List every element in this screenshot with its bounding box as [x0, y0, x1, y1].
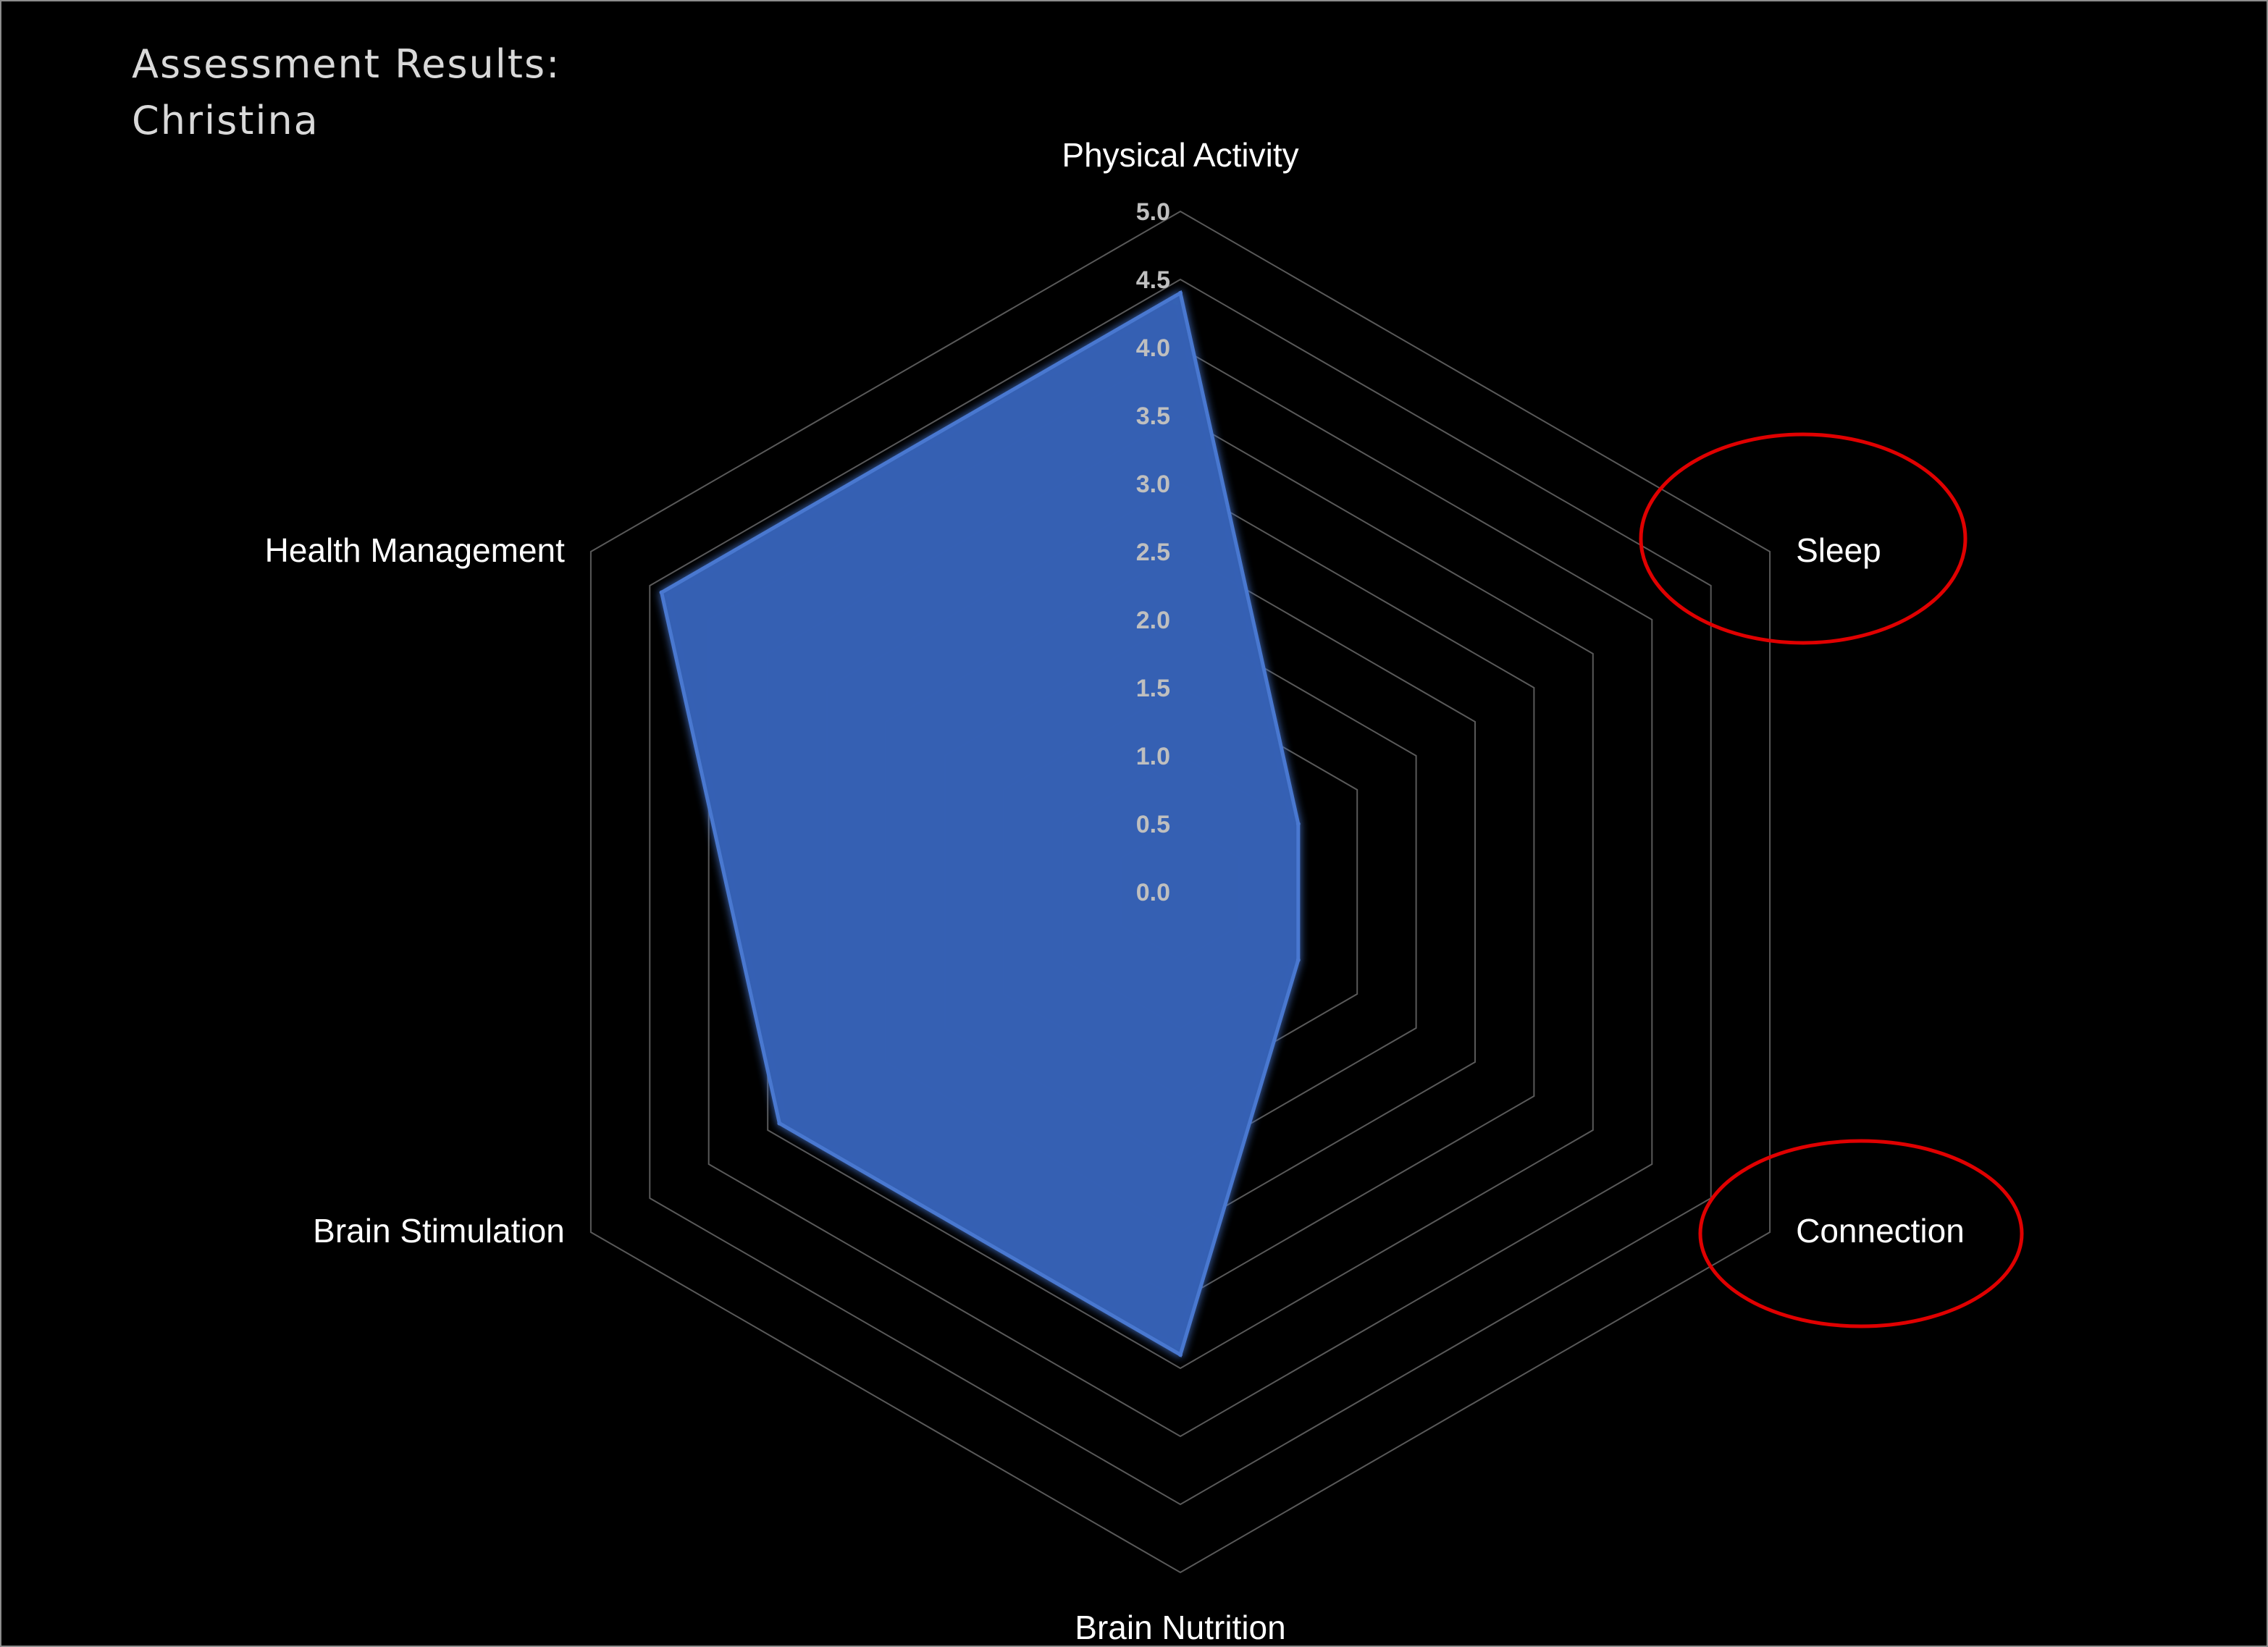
tick-label-3-5: 3.5	[1136, 403, 1170, 430]
chart-title: Assessment Results: Christina	[132, 36, 560, 149]
tick-label-4-0: 4.0	[1136, 334, 1170, 362]
category-label-brain-nutrition: Brain Nutrition	[1075, 1609, 1285, 1646]
tick-label-1-5: 1.5	[1136, 675, 1170, 702]
tick-label-2-0: 2.0	[1136, 607, 1170, 634]
tick-label-3-0: 3.0	[1136, 471, 1170, 498]
radar-series	[659, 290, 1301, 1357]
tick-label-2-5: 2.5	[1136, 539, 1170, 566]
tick-label-0-5: 0.5	[1136, 811, 1170, 838]
grid-ring-4-5	[649, 278, 1712, 1506]
tick-label-4-5: 4.5	[1136, 266, 1170, 294]
category-label-physical-activity: Physical Activity	[1062, 136, 1298, 174]
tick-label-0-0: 0.0	[1136, 879, 1170, 906]
data-point-brain-nutrition	[1178, 1352, 1183, 1357]
grid-ring-5-0	[589, 210, 1771, 1574]
chart-title-line-1: Assessment Results:	[132, 41, 561, 87]
category-labels: Physical Activity Sleep Connection Brain Nu…	[265, 136, 1965, 1646]
highlight-ellipse-sleep	[1639, 432, 1967, 645]
data-point-sleep	[1295, 822, 1301, 826]
highlight-annotations	[1639, 432, 2024, 1328]
data-point-health-management	[659, 590, 664, 595]
series-area-0	[659, 290, 1301, 1357]
category-label-sleep: Sleep	[1796, 531, 1881, 569]
data-point-physical-activity	[1178, 290, 1183, 295]
category-label-connection: Connection	[1796, 1212, 1965, 1250]
data-point-connection	[1295, 958, 1301, 962]
chart-title-line-2: Christina	[132, 98, 319, 143]
tick-label-5-0: 5.0	[1136, 198, 1170, 226]
highlight-ellipse-connection	[1698, 1139, 2024, 1328]
tick-label-1-0: 1.0	[1136, 743, 1170, 770]
data-point-brain-stimulation	[777, 1121, 782, 1126]
category-label-health-management: Health Management	[265, 531, 565, 569]
category-label-brain-stimulation: Brain Stimulation	[313, 1212, 565, 1250]
radial-tick-labels: 0.0 0.5 1.0 1.5 2.0 2.5 3.0 3.5 4.0 4.5 5.0	[1136, 198, 1170, 906]
